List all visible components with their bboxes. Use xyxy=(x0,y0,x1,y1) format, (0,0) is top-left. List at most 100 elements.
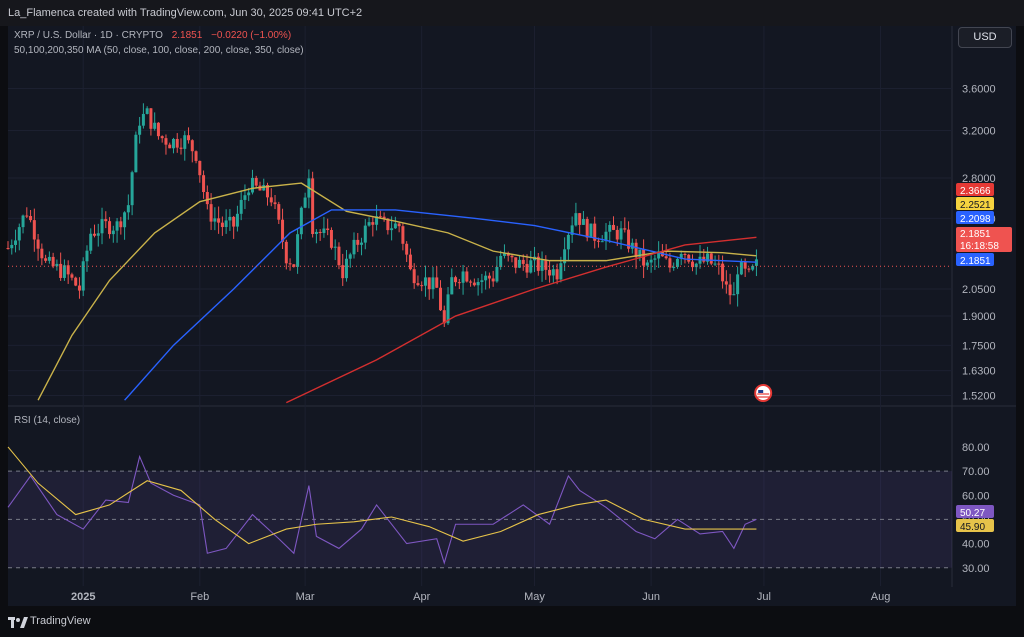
candle-body xyxy=(721,263,725,282)
candle xyxy=(585,216,589,242)
candle-body xyxy=(156,122,160,137)
candle-body xyxy=(672,266,676,268)
candle xyxy=(457,278,461,290)
candle-body xyxy=(314,231,318,235)
candle xyxy=(581,210,585,226)
price-tick-label: 1.6300 xyxy=(962,366,996,378)
candle-body xyxy=(288,263,292,265)
candle xyxy=(439,280,443,311)
currency-button[interactable]: USD xyxy=(958,27,1012,48)
last-price-label-box xyxy=(956,227,1012,252)
candle-body xyxy=(487,275,491,279)
candle-body xyxy=(311,178,315,235)
candle xyxy=(574,202,578,227)
candle xyxy=(100,207,104,245)
candle xyxy=(232,215,236,239)
candle-body xyxy=(153,122,157,129)
candle-body xyxy=(187,135,191,141)
candle-body xyxy=(615,229,619,240)
candle xyxy=(728,273,732,305)
candle-body xyxy=(273,202,277,205)
candle xyxy=(724,270,728,294)
candle xyxy=(51,252,55,269)
candle-body xyxy=(352,239,356,255)
ma-legend-label: 50,100,200,350 MA (50, close, 100, close… xyxy=(14,45,304,56)
candle-body xyxy=(480,280,484,282)
candle xyxy=(284,239,288,270)
candle xyxy=(322,216,326,238)
candle xyxy=(314,229,318,244)
time-tick-label: 2025 xyxy=(71,591,95,603)
candle-body xyxy=(250,177,254,193)
candle-body xyxy=(495,266,499,282)
rsi-tick-label: 60.00 xyxy=(962,490,990,502)
price-tick-label: 1.5200 xyxy=(962,391,996,403)
time-tick-label: Jul xyxy=(757,591,771,603)
candle xyxy=(754,249,758,277)
rsi-tick-label: 40.00 xyxy=(962,539,990,551)
candle-body xyxy=(563,249,567,264)
candle-body xyxy=(322,228,326,234)
candle xyxy=(593,216,597,249)
candle-body xyxy=(675,258,679,267)
candle xyxy=(70,272,74,281)
candle xyxy=(183,131,187,161)
candle xyxy=(386,218,390,235)
candle-body xyxy=(751,265,755,270)
candle-body xyxy=(175,138,179,148)
candle-body xyxy=(100,219,104,234)
candle xyxy=(224,209,228,234)
candle-body xyxy=(401,226,405,244)
candle xyxy=(303,192,307,209)
candle xyxy=(123,211,127,240)
ma-line-ma-50 xyxy=(37,182,757,401)
candle xyxy=(694,262,698,275)
footer: TradingView xyxy=(0,607,1024,637)
candle-body xyxy=(66,265,70,275)
candle-body xyxy=(423,277,427,286)
candle xyxy=(649,252,653,273)
symbol-legend: XRP / U.S. Dollar · 1D · CRYPTO 2.1851 −… xyxy=(14,30,291,41)
price-label-box xyxy=(956,183,994,196)
candle-body xyxy=(709,253,713,264)
candle-body xyxy=(706,253,710,262)
candle-body xyxy=(333,246,337,248)
candle-body xyxy=(450,277,454,295)
candle-body xyxy=(104,219,108,222)
candle xyxy=(141,103,145,129)
candle xyxy=(521,254,525,271)
candle xyxy=(578,212,582,235)
rsi-tick-label: 80.00 xyxy=(962,442,990,454)
time-tick-label: Feb xyxy=(190,591,209,603)
credit-bar: La_Flamenca created with TradingView.com… xyxy=(0,0,1024,26)
ma-legend: 50,100,200,350 MA (50, close, 100, close… xyxy=(14,45,304,56)
candle-body xyxy=(484,275,488,281)
candle-body xyxy=(141,113,145,126)
candle xyxy=(243,184,247,210)
candle xyxy=(235,205,239,232)
candle-body xyxy=(736,274,740,295)
candle-body xyxy=(44,258,48,261)
candle xyxy=(608,221,612,243)
candle xyxy=(431,266,435,299)
candle xyxy=(126,194,130,220)
candle-body xyxy=(600,241,604,243)
candle xyxy=(540,251,544,282)
candle xyxy=(156,122,160,140)
candle xyxy=(627,221,631,253)
candle xyxy=(198,160,202,183)
candle xyxy=(273,194,277,210)
us-flag-canton xyxy=(758,390,764,393)
candle xyxy=(416,275,420,287)
candle xyxy=(423,265,427,297)
candle-body xyxy=(465,271,469,282)
candle-body xyxy=(77,285,81,291)
candle xyxy=(25,207,29,219)
candle-body xyxy=(32,220,36,240)
candle xyxy=(454,275,458,287)
candle xyxy=(104,211,108,229)
candle-body xyxy=(6,248,10,250)
candle-body xyxy=(119,221,123,228)
candle xyxy=(600,235,604,243)
